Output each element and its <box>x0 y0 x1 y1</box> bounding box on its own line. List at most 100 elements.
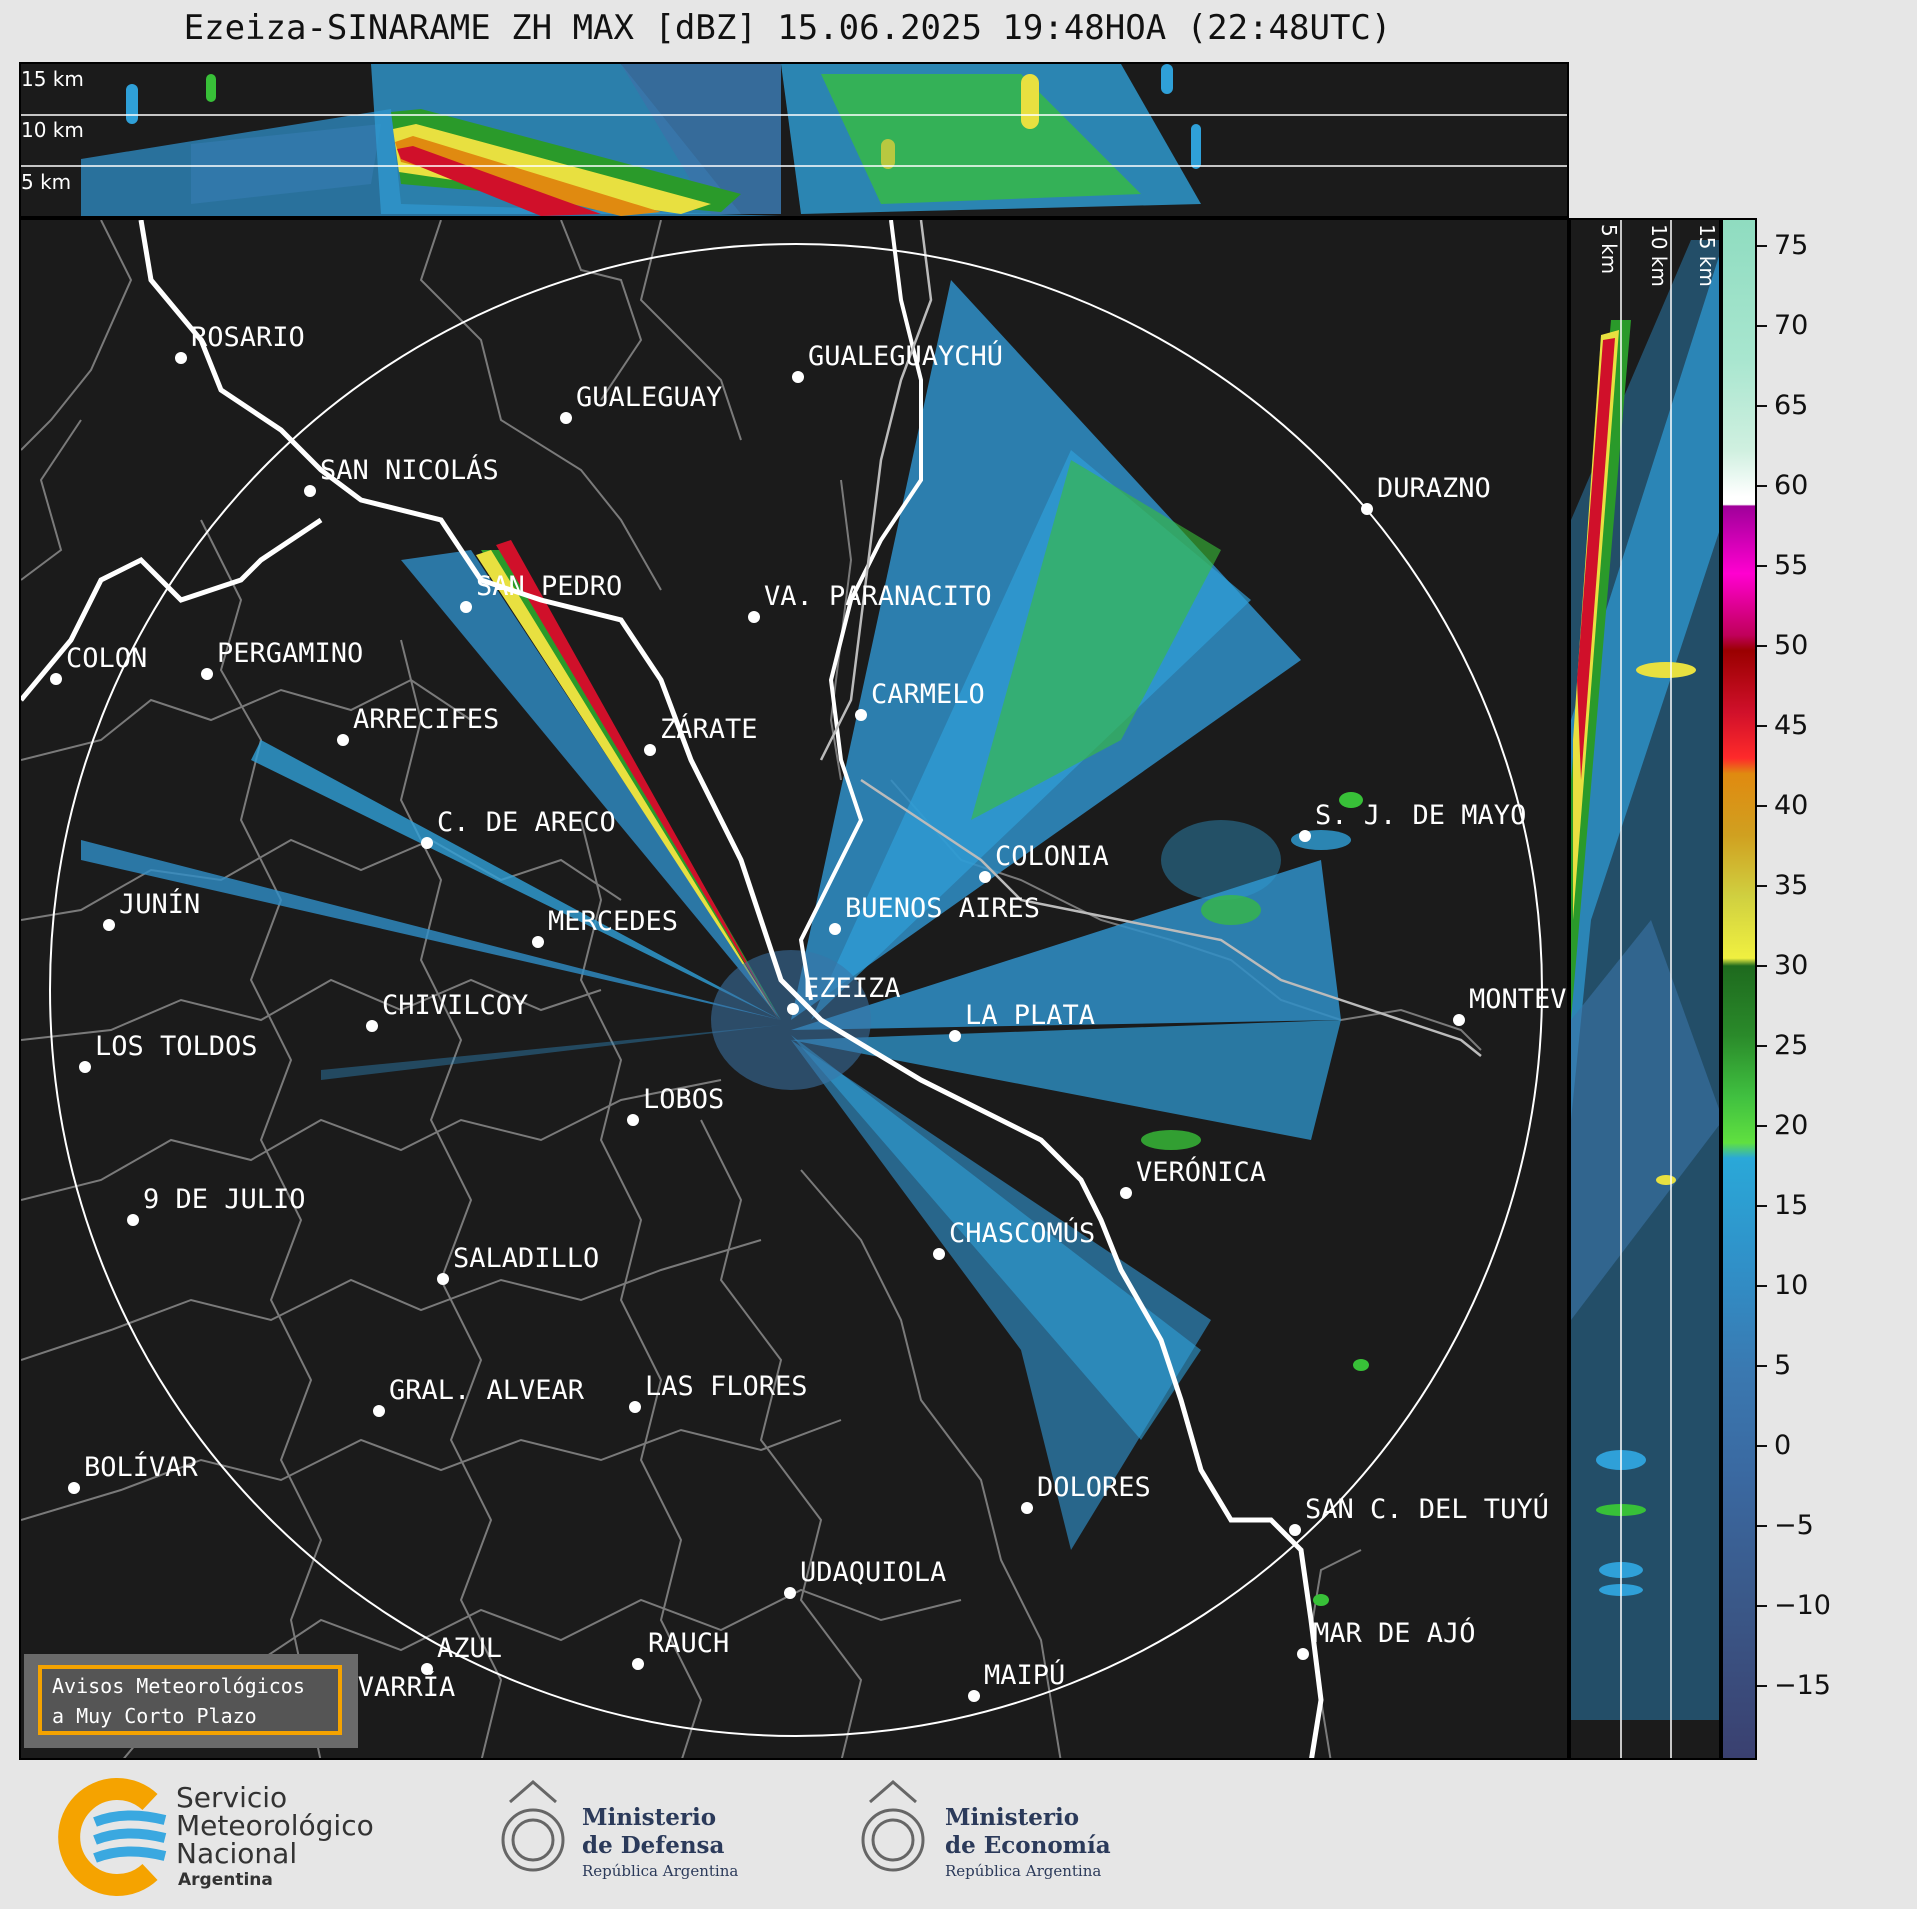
city-marker <box>949 1030 961 1042</box>
city-marker <box>1021 1502 1033 1514</box>
city-marker <box>1361 503 1373 515</box>
colorbar-tick <box>1757 1205 1767 1207</box>
city-marker <box>421 1663 433 1675</box>
city-marker <box>784 1587 796 1599</box>
city-marker <box>175 352 187 364</box>
economia-seal-icon <box>861 1780 925 1872</box>
city-marker <box>1289 1524 1301 1536</box>
range-ring <box>49 243 1543 1737</box>
city-marker <box>1453 1014 1465 1026</box>
city-label: EZEIZA <box>803 973 901 1004</box>
city-marker <box>460 601 472 613</box>
city-marker <box>50 673 62 685</box>
top-cross-section-panel: 15 km 10 km 5 km <box>19 62 1569 218</box>
city-marker <box>979 871 991 883</box>
colorbar-tick <box>1757 1125 1767 1127</box>
city-label: SAN C. DEL TUYÚ <box>1305 1494 1549 1525</box>
city-marker <box>968 1690 980 1702</box>
colorbar-tick <box>1757 245 1767 247</box>
economia-line3: República Argentina <box>945 1862 1102 1880</box>
city-marker <box>103 919 115 931</box>
avisos-line1: Avisos Meteorológicos <box>52 1674 305 1698</box>
city-marker <box>748 611 760 623</box>
city-label: RAUCH <box>648 1628 730 1659</box>
height-label-15km: 15 km <box>21 67 84 91</box>
city-label: GUALEGUAY <box>576 382 723 413</box>
avisos-meteorologicos-button[interactable]: Avisos Meteorológicos a Muy Corto Plazo <box>38 1665 342 1735</box>
height-label-10km: 10 km <box>21 118 84 142</box>
city-marker <box>421 837 433 849</box>
city-marker <box>1299 830 1311 842</box>
product-title: Ezeiza-SINARAME ZH MAX [dBZ] 15.06.2025 … <box>183 8 1392 48</box>
defensa-seal-icon <box>501 1780 565 1872</box>
colorbar-tick-label: 20 <box>1774 1110 1809 1141</box>
colorbar-tick-label: 25 <box>1774 1030 1809 1061</box>
city-marker <box>787 1003 799 1015</box>
colorbar-tick <box>1757 805 1767 807</box>
smn-line3: Nacional <box>176 1837 298 1870</box>
colorbar-tick-label: 40 <box>1774 790 1809 821</box>
city-label: ROSARIO <box>191 322 305 353</box>
height-label-10km-vertical: 10 km <box>1647 224 1671 287</box>
colorbar-tick <box>1757 885 1767 887</box>
footer-logos: Servicio Meteorológico Nacional Argentin… <box>0 1762 1917 1909</box>
city-marker <box>632 1658 644 1670</box>
uruguay-river <box>798 220 923 1001</box>
colorbar-tick-label: 5 <box>1774 1350 1792 1381</box>
city-label: SAN NICOLÁS <box>320 455 499 486</box>
colorbar-tick <box>1757 1685 1767 1687</box>
smn-line2: Meteorológico <box>176 1809 374 1842</box>
avisos-line2: a Muy Corto Plazo <box>52 1704 257 1728</box>
radar-map-panel: ROSARIO GUALEGUAYCHÚ GUALEGUAY SAN NICOLÁS D… <box>19 218 1569 1760</box>
colorbar-tick <box>1757 1365 1767 1367</box>
radar-echoes <box>81 280 1369 1606</box>
city-marker <box>532 936 544 948</box>
city-marker <box>373 1405 385 1417</box>
city-label: BUENOS AIRES <box>845 893 1041 924</box>
city-label: LA PLATA <box>965 1000 1096 1031</box>
colorbar-tick-label: −10 <box>1774 1590 1831 1621</box>
city-marker <box>644 744 656 756</box>
side-cross-section-echoes <box>1571 220 1719 1758</box>
colorbar-tick <box>1757 1605 1767 1607</box>
radar-map-canvas <box>21 220 1543 1758</box>
city-label: DURAZNO <box>1377 473 1491 504</box>
city-marker <box>792 371 804 383</box>
height-label-5km: 5 km <box>21 170 72 194</box>
city-marker <box>855 709 867 721</box>
city-marker <box>1297 1648 1309 1660</box>
city-label: COLON <box>66 643 148 674</box>
city-label: MONTEVIDEO <box>1469 984 1567 1015</box>
admin-borders <box>21 220 1482 1758</box>
reflectivity-colorbar <box>1721 218 1757 1760</box>
city-label: PERGAMINO <box>217 638 364 669</box>
smn-logo-icon <box>58 1778 167 1896</box>
colorbar-tick-label: 55 <box>1774 550 1809 581</box>
city-marker <box>337 734 349 746</box>
colorbar-tick-label: 65 <box>1774 390 1809 421</box>
city-label: SAN PEDRO <box>476 571 623 602</box>
defensa-line1: Ministerio <box>582 1804 717 1831</box>
colorbar-tick <box>1757 1045 1767 1047</box>
side-cross-section-panel: 5 km 10 km 15 km <box>1569 218 1721 1760</box>
city-marker <box>829 923 841 935</box>
defensa-line2: de Defensa <box>582 1832 725 1859</box>
colorbar-tick-label: 70 <box>1774 310 1809 341</box>
colorbar-tick-label: 45 <box>1774 710 1809 741</box>
city-marker <box>1120 1187 1132 1199</box>
colorbar-tick <box>1757 1445 1767 1447</box>
city-label: MAIPÚ <box>984 1660 1066 1691</box>
economia-line2: de Economía <box>945 1832 1111 1859</box>
smn-line4: Argentina <box>178 1870 273 1890</box>
city-label: MERCEDES <box>548 906 679 937</box>
city-marker <box>629 1401 641 1413</box>
city-label: CHIVILCOY <box>382 990 529 1021</box>
top-cross-section-echoes <box>21 64 1567 216</box>
city-label: DOLORES <box>1037 1472 1151 1503</box>
colorbar-tick <box>1757 565 1767 567</box>
city-label: MAR DE AJÓ <box>1313 1618 1476 1649</box>
city-marker <box>560 412 572 424</box>
colorbar-tick <box>1757 405 1767 407</box>
city-label: ARRECIFES <box>353 704 500 735</box>
city-label: ZÁRATE <box>660 714 758 745</box>
